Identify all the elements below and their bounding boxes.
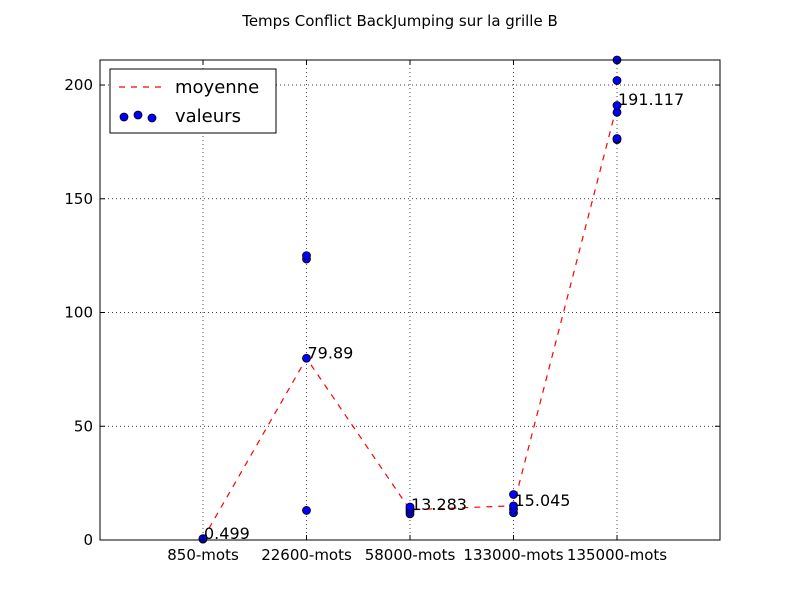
x-tick-label: 58000-mots bbox=[365, 546, 456, 564]
legend-box bbox=[109, 68, 277, 134]
mean-value-label: 0.499 bbox=[204, 524, 250, 543]
mean-value-label: 15.045 bbox=[515, 491, 571, 510]
legend-label-valeurs: valeurs bbox=[175, 106, 241, 127]
legend-label-moyenne: moyenne bbox=[175, 77, 259, 98]
legend-marker-3 bbox=[147, 113, 157, 123]
mean-value-label: 191.117 bbox=[618, 90, 684, 109]
legend: moyenne valeurs bbox=[109, 68, 277, 134]
data-point bbox=[612, 134, 622, 143]
data-labels-layer: 0.499 79.89 13.283 15.045 191.117 bbox=[204, 90, 684, 543]
y-axis: 0 50 100 150 200 bbox=[64, 76, 720, 549]
data-point bbox=[302, 353, 311, 363]
data-point bbox=[302, 251, 311, 261]
data-point bbox=[302, 506, 311, 515]
data-point bbox=[405, 502, 415, 512]
x-tick-label: 22600-mots bbox=[261, 546, 352, 564]
chart-title: Temps Conflict BackJumping sur la grille… bbox=[241, 12, 558, 30]
x-tick-label: 850-mots bbox=[167, 546, 239, 564]
y-tick-label: 150 bbox=[64, 190, 93, 208]
data-point bbox=[509, 501, 518, 511]
x-axis: 850-mots 22600-mots 58000-mots 133000-mots 1… bbox=[167, 60, 667, 564]
data-point bbox=[612, 76, 622, 85]
grid-lines bbox=[100, 60, 720, 541]
x-tick-label: 135000-mots bbox=[567, 546, 667, 564]
points-layer bbox=[198, 55, 622, 544]
y-tick-label: 200 bbox=[64, 76, 93, 94]
legend-marker-2 bbox=[133, 110, 143, 120]
x-tick-label: 133000-mots bbox=[463, 546, 563, 564]
y-tick-label: 0 bbox=[83, 531, 93, 549]
y-tick-label: 100 bbox=[64, 304, 93, 322]
mean-value-label: 79.89 bbox=[308, 343, 354, 362]
y-tick-label: 50 bbox=[74, 417, 93, 435]
data-point bbox=[612, 101, 622, 110]
legend-marker-1 bbox=[119, 112, 129, 122]
data-point bbox=[509, 490, 518, 499]
mean-value-label: 13.283 bbox=[411, 495, 467, 514]
